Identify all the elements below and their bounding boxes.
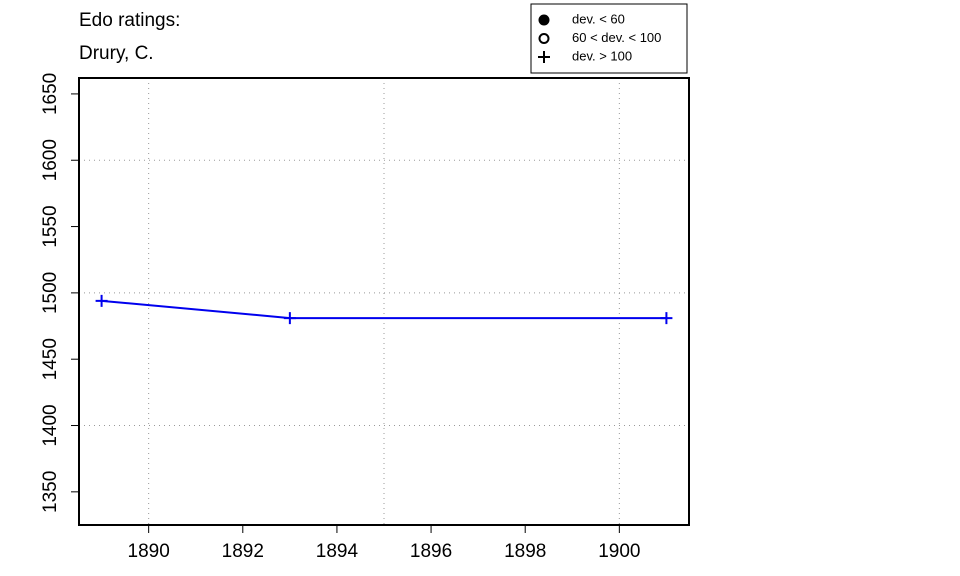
data-point: [95, 294, 108, 307]
legend-symbol: [538, 33, 550, 44]
chart-subtitle: Drury, C.: [79, 43, 154, 64]
data-point: [660, 312, 673, 325]
legend-symbol: [538, 51, 550, 63]
x-tick-label: 1894: [316, 541, 359, 562]
legend-box: [530, 3, 688, 74]
x-tick-label: 1890: [128, 541, 170, 562]
x-tick-label: 1892: [222, 541, 264, 562]
y-tick-label: 1650: [40, 73, 61, 115]
legend-label: 60 < dev. < 100: [572, 30, 661, 45]
chart-title: Edo ratings:: [79, 10, 180, 31]
y-tick-label: 1450: [40, 338, 61, 380]
y-tick-label: 1350: [40, 471, 61, 513]
y-tick-label: 1500: [40, 272, 61, 314]
legend-symbol: [538, 14, 550, 26]
legend-label: dev. < 60: [572, 11, 625, 26]
legend-label: dev. > 100: [572, 48, 632, 63]
data-point: [283, 312, 296, 325]
y-tick-label: 1400: [40, 404, 61, 446]
x-tick-label: 1900: [598, 541, 640, 562]
plot-frame: [78, 77, 690, 526]
x-tick-label: 1896: [410, 541, 452, 562]
y-tick-label: 1600: [40, 139, 61, 181]
y-tick-label: 1550: [40, 205, 61, 247]
x-tick-label: 1898: [504, 541, 546, 562]
